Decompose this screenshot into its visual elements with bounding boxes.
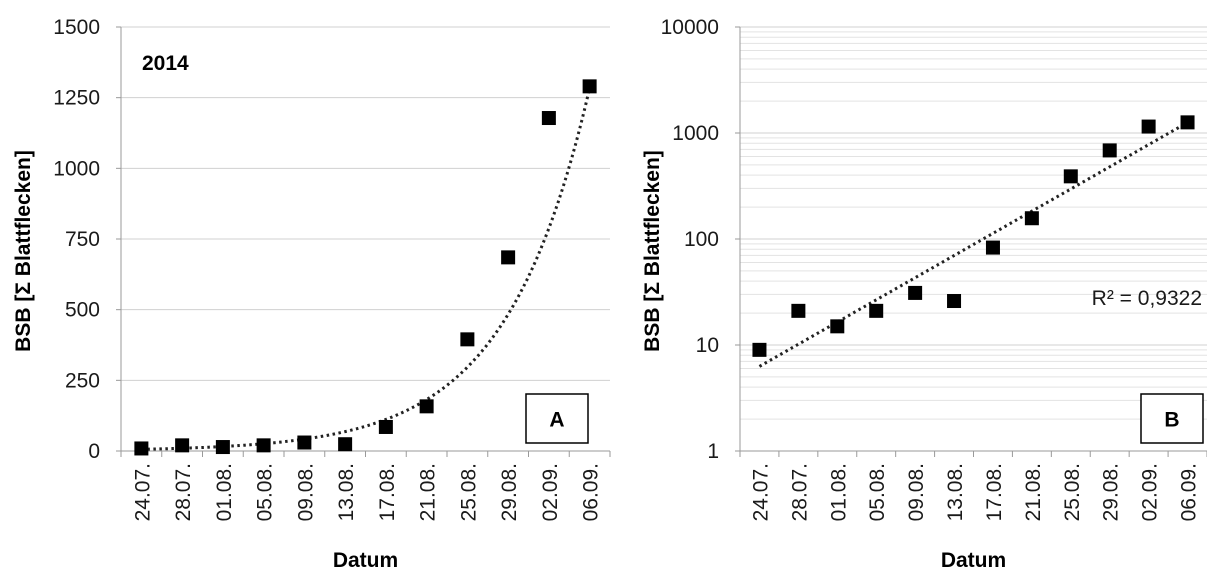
x-tick-label: 21.08. (417, 463, 440, 521)
x-tick-label: 28.07. (788, 463, 811, 521)
data-point-06-09 (1180, 115, 1195, 130)
y-tick-label: 250 (65, 369, 100, 392)
x-axis-title: Datum (333, 549, 398, 572)
x-tick-label: 06.09. (580, 463, 603, 521)
y-tick-label: 0 (88, 440, 100, 463)
data-point-24-07 (752, 342, 767, 357)
y-axis-title: BSB [Σ Blattflecken] (641, 150, 664, 352)
y-tick-label: 10 (696, 334, 719, 357)
data-point-28-07 (791, 303, 806, 318)
x-tick-label: 09.08. (905, 463, 928, 521)
x-tick-label: 28.07. (172, 463, 195, 521)
y-tick-label: 100 (684, 228, 719, 251)
x-tick-label: 29.08. (1100, 463, 1123, 521)
x-tick-label: 02.09. (539, 463, 562, 521)
x-axis-title: Datum (941, 549, 1006, 572)
chart-panel-a: 0 250 500 750 1000 1250 1500 24.07. 28.07. 01.08.… (12, 16, 611, 572)
panel-label: A (549, 409, 564, 432)
x-tick-label: 01.08. (827, 463, 850, 521)
chart-panel-b: 1 10 100 1000 10000 24.07. 28.07. 01.08. 05.08. 0… (641, 16, 1207, 572)
panel-label-box (1140, 393, 1204, 444)
data-point-13-08 (947, 294, 962, 309)
data-point-25-08 (1063, 169, 1078, 184)
y-axis-title: BSB [Σ Blattflecken] (12, 150, 35, 352)
data-point-21-08 (1024, 211, 1039, 226)
data-point-25-08 (460, 332, 475, 347)
data-point-09-08 (297, 435, 312, 450)
annotation: R² = 0,9322 (1092, 287, 1202, 310)
data-point-05-08 (869, 303, 884, 318)
data-point-13-08 (338, 437, 353, 452)
data-point-21-08 (419, 399, 434, 414)
data-point-01-08 (830, 319, 845, 334)
data-point-06-09 (582, 79, 597, 94)
data-point-17-08 (985, 240, 1000, 255)
y-tick-label: 500 (65, 299, 100, 322)
x-tick-label: 01.08. (213, 463, 236, 521)
y-tick-label: 1 (707, 440, 719, 463)
data-point-17-08 (378, 419, 393, 434)
trendline (758, 121, 1189, 368)
x-tick-label: 24.07. (131, 463, 154, 521)
data-point-28-07 (175, 438, 190, 453)
data-point-01-08 (215, 440, 230, 455)
data-point-09-08 (908, 285, 923, 300)
x-tick-label: 29.08. (498, 463, 521, 521)
data-point-05-08 (256, 438, 271, 453)
x-tick-label: 05.08. (866, 463, 889, 521)
x-tick-label: 25.08. (1061, 463, 1084, 521)
trendline (141, 87, 592, 451)
data-point-02-09 (541, 111, 556, 126)
y-tick-label: 1000 (53, 157, 100, 180)
y-tick-label: 1500 (53, 16, 100, 39)
x-tick-label: 21.08. (1022, 463, 1045, 521)
panel-label-box (525, 393, 589, 444)
x-tick-label: 13.08. (335, 463, 358, 521)
x-tick-label: 25.08. (457, 463, 480, 521)
x-tick-label: 09.08. (294, 463, 317, 521)
data-point-24-07 (134, 441, 149, 456)
y-tick-label: 750 (65, 228, 100, 251)
x-tick-label: 06.09. (1178, 463, 1201, 521)
annotation: 2014 (142, 52, 189, 75)
y-tick-label: 1000 (672, 122, 719, 145)
x-tick-label: 05.08. (254, 463, 277, 521)
x-tick-label: 02.09. (1139, 463, 1162, 521)
data-point-29-08 (1102, 143, 1117, 158)
x-tick-label: 17.08. (983, 463, 1006, 521)
data-point-02-09 (1141, 119, 1156, 134)
panel-label: B (1164, 409, 1179, 432)
x-tick-label: 13.08. (944, 463, 967, 521)
x-tick-label: 24.07. (749, 463, 772, 521)
y-tick-label: 10000 (661, 16, 719, 39)
y-tick-label: 1250 (53, 87, 100, 110)
data-point-29-08 (501, 250, 516, 265)
x-tick-label: 17.08. (376, 463, 399, 521)
